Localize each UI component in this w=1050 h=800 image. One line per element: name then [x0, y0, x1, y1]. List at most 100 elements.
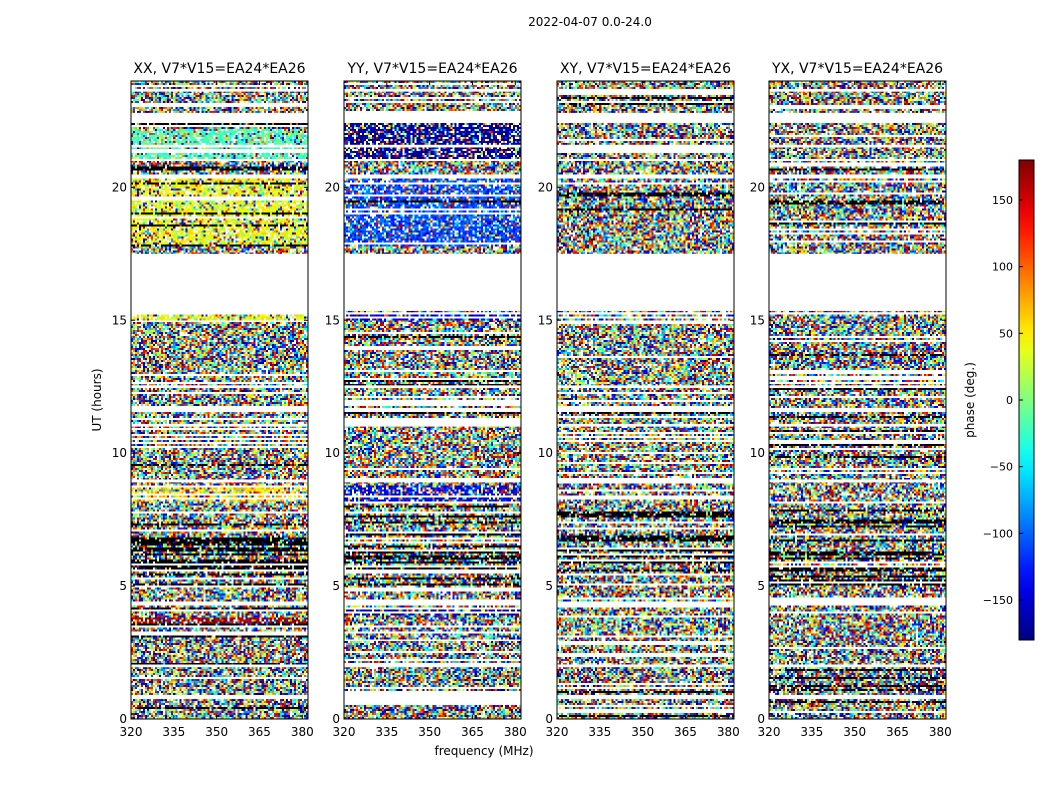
colorbar-tick-label: −50 — [990, 461, 1013, 474]
panel-heatmap — [557, 81, 734, 719]
flagged-band — [344, 695, 521, 700]
flagged-band — [131, 664, 308, 668]
x-tick-label: 335 — [800, 725, 823, 739]
x-tick-label: 380 — [504, 725, 527, 739]
panel-1: XX, V7*V15=EA24*EA26 320 335 350 365 380 0 5 10 1… — [112, 61, 314, 739]
panel-frame — [556, 80, 735, 720]
panel-2: YY, V7*V15=EA24*EA26 320 335 350 365 380 0 5 10 1… — [325, 61, 527, 739]
y-tick-label: 20 — [112, 180, 127, 194]
flagged-band — [131, 175, 308, 179]
flagged-band — [131, 602, 308, 605]
y-tick-label: 20 — [325, 180, 340, 194]
colorbar-label: phase (deg.) — [963, 362, 977, 438]
panel-title: XY, V7*V15=EA24*EA26 — [560, 61, 731, 77]
flagged-band — [557, 407, 734, 412]
y-tick-label: 10 — [325, 446, 340, 460]
y-tick-label: 5 — [757, 579, 765, 593]
flagged-band — [557, 159, 734, 161]
y-tick-label: 10 — [750, 446, 765, 460]
y-tick-label: 10 — [112, 446, 127, 460]
panel-frame — [343, 80, 522, 720]
flagged-band — [557, 175, 734, 179]
flagged-band — [131, 695, 308, 700]
colorbar-tick-label: −150 — [983, 594, 1013, 607]
panel-title: XX, V7*V15=EA24*EA26 — [133, 61, 305, 77]
flagged-band — [769, 144, 946, 148]
y-tick-label: 5 — [332, 579, 340, 593]
flagged-band — [131, 423, 308, 427]
flagged-band — [344, 112, 521, 123]
flagged-band — [131, 112, 308, 123]
colorbar-tick-label: 50 — [999, 327, 1013, 340]
x-tick-label: 380 — [929, 725, 952, 739]
x-tick-label: 335 — [588, 725, 611, 739]
panel-title: YX, V7*V15=EA24*EA26 — [771, 61, 943, 77]
flagged-band — [557, 602, 734, 605]
colorbar-tick-label: −100 — [983, 527, 1013, 540]
x-axis-label: frequency (MHz) — [434, 744, 533, 758]
flagged-band — [557, 312, 734, 314]
x-tick-label: 380 — [291, 725, 314, 739]
flagged-band — [344, 175, 521, 179]
y-tick-label: 20 — [750, 180, 765, 194]
flagged-band — [344, 479, 521, 483]
y-tick-label: 0 — [119, 712, 127, 726]
flagged-band — [769, 253, 946, 311]
flagged-band — [344, 253, 521, 311]
panel-4: YX, V7*V15=EA24*EA26 320 335 350 365 380 0 5 10 1… — [750, 61, 952, 739]
x-tick-label: 335 — [162, 725, 185, 739]
x-tick-label: 320 — [546, 725, 569, 739]
x-tick-label: 335 — [375, 725, 398, 739]
flagged-band — [769, 88, 946, 92]
flagged-band — [344, 159, 521, 161]
x-tick-label: 365 — [248, 725, 271, 739]
flagged-band — [557, 664, 734, 668]
flagged-band — [344, 88, 521, 92]
flagged-band — [557, 253, 734, 311]
flagged-band — [769, 175, 946, 179]
x-tick-label: 350 — [205, 725, 228, 739]
y-tick-label: 15 — [538, 313, 553, 327]
figure-suptitle: 2022-04-07 0.0-24.0 — [528, 15, 652, 29]
x-tick-label: 350 — [843, 725, 866, 739]
flagged-band — [131, 407, 308, 412]
panel-heatmap — [344, 81, 521, 719]
flagged-band — [769, 385, 946, 389]
flagged-band — [769, 479, 946, 483]
flagged-band — [557, 479, 734, 483]
y-tick-label: 0 — [545, 712, 553, 726]
flagged-band — [344, 407, 521, 412]
flagged-band — [557, 385, 734, 389]
y-tick-label: 0 — [332, 712, 340, 726]
y-tick-label: 15 — [325, 313, 340, 327]
panel-3: XY, V7*V15=EA24*EA26 320 335 350 365 380 0 5 10 1… — [538, 61, 740, 739]
flagged-band — [344, 312, 521, 314]
flagged-band — [769, 312, 946, 314]
flagged-band — [131, 144, 308, 148]
flagged-band — [769, 423, 946, 427]
flagged-band — [131, 88, 308, 92]
panel-heatmap — [769, 81, 946, 719]
flagged-band — [131, 479, 308, 483]
flagged-band — [557, 112, 734, 123]
y-tick-label: 10 — [538, 446, 553, 460]
colorbar: −150 −100 −50 0 50 100 150 phase (deg.) — [963, 159, 1035, 641]
flagged-band — [344, 423, 521, 427]
flagged-band — [557, 88, 734, 92]
flagged-band — [557, 144, 734, 148]
colorbar-tick-label: 0 — [1006, 394, 1013, 407]
flagged-band — [344, 144, 521, 148]
flagged-band — [131, 385, 308, 389]
panel-title: YY, V7*V15=EA24*EA26 — [346, 61, 517, 77]
y-tick-label: 5 — [545, 579, 553, 593]
x-tick-label: 365 — [886, 725, 909, 739]
y-tick-label: 20 — [538, 180, 553, 194]
y-tick-label: 0 — [757, 712, 765, 726]
panel-heatmap — [131, 81, 308, 719]
x-tick-label: 365 — [674, 725, 697, 739]
flagged-band — [769, 664, 946, 668]
y-tick-label: 15 — [750, 313, 765, 327]
flagged-band — [131, 253, 308, 311]
x-tick-label: 350 — [631, 725, 654, 739]
